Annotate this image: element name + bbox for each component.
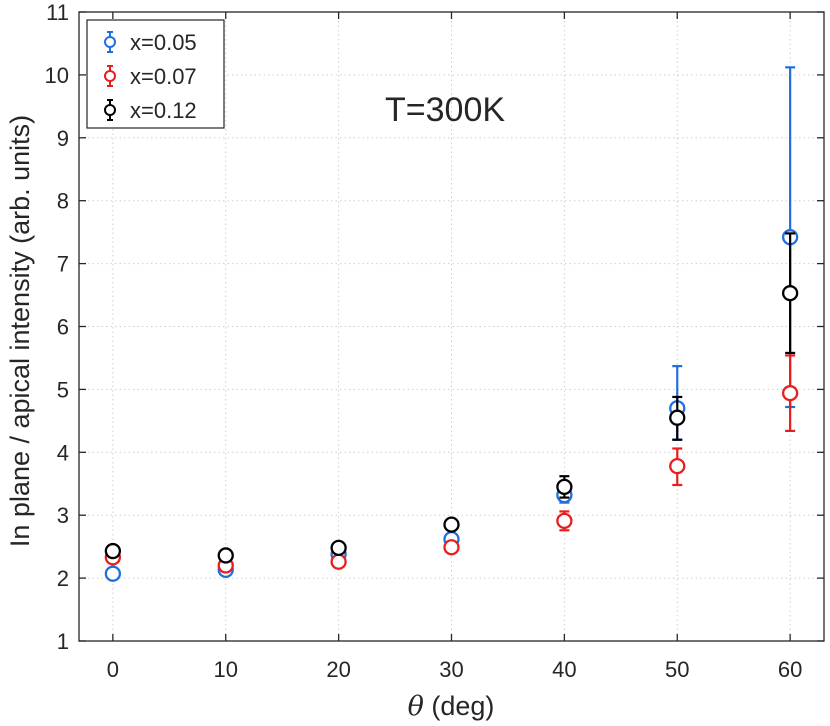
data-point <box>104 565 122 582</box>
data-point <box>443 539 460 556</box>
y-tick-label: 4 <box>57 440 69 465</box>
y-axis-label: In plane / apical intensity (arb. units) <box>5 115 35 547</box>
data-point <box>443 516 460 533</box>
y-tick-label: 9 <box>57 126 69 151</box>
legend-label: x=0.07 <box>130 64 197 89</box>
data-point <box>104 542 122 560</box>
data-point <box>781 285 799 302</box>
x-tick-label: 0 <box>107 657 119 682</box>
y-tick-label: 1 <box>57 629 69 654</box>
y-tick-label: 2 <box>57 566 69 591</box>
x-tick-label: 20 <box>326 657 350 682</box>
x-axis-label-symbol: θ <box>408 691 424 722</box>
data-point <box>669 457 686 475</box>
x-axis-label: θ (deg) <box>408 691 495 722</box>
x-tick-label: 50 <box>665 657 689 682</box>
y-tick-label: 6 <box>57 315 69 340</box>
data-point <box>669 409 686 426</box>
y-tick-label: 10 <box>45 63 69 88</box>
legend-marker <box>104 70 116 82</box>
data-point <box>330 553 347 570</box>
x-axis-label-unit: (deg) <box>424 691 495 721</box>
x-tick-label: 60 <box>778 657 802 682</box>
legend: x=0.05 x=0.07 x=0.12 <box>86 19 225 129</box>
data-point <box>781 385 799 402</box>
y-tick-label: 8 <box>57 189 69 214</box>
y-tick-label: 5 <box>57 377 69 402</box>
data-layer <box>104 66 799 582</box>
series-x=0.12 <box>104 232 799 564</box>
x-tick-label: 40 <box>552 657 576 682</box>
legend-marker <box>104 36 116 48</box>
temperature-annotation: T=300K <box>385 91 505 129</box>
data-point <box>556 478 573 496</box>
data-point <box>217 547 234 564</box>
x-tick-label: 30 <box>439 657 463 682</box>
y-tick-label: 7 <box>57 252 69 277</box>
legend-label: x=0.05 <box>130 30 197 55</box>
legend-label: x=0.12 <box>130 98 197 123</box>
ticks: 0 10 20 30 40 50 60 1 2 3 4 5 6 7 8 9 10 11 <box>45 0 824 682</box>
x-tick-label: 10 <box>214 657 238 682</box>
data-point <box>556 512 573 530</box>
y-tick-label: 11 <box>46 0 69 25</box>
legend-marker <box>104 104 116 116</box>
data-point <box>330 539 347 557</box>
y-tick-label: 3 <box>57 503 69 528</box>
